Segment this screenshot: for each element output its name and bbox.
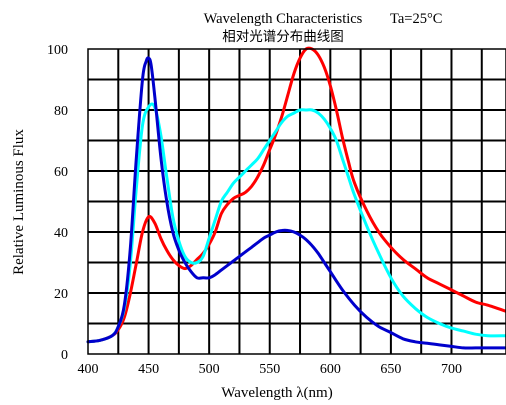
x-tick-label: 500 [199, 362, 220, 377]
x-tick-labels: 400 450 500 550 600 650 700 [78, 362, 462, 377]
x-tick-label: 450 [138, 362, 159, 377]
grid [88, 49, 506, 354]
x-tick-label: 600 [320, 362, 341, 377]
chart-annotation: Ta=25°C [390, 11, 442, 27]
series-layer [86, 46, 506, 350]
y-tick-label: 80 [54, 104, 68, 119]
x-axis-label: Wavelength λ(nm) [221, 385, 332, 401]
x-tick-label: 400 [78, 362, 99, 377]
x-tick-label: 650 [380, 362, 401, 377]
y-tick-labels: 0 20 40 60 80 100 [47, 43, 68, 363]
y-tick-label: 0 [61, 348, 68, 363]
chart-subtitle: 相对光谱分布曲线图 [222, 29, 344, 44]
y-tick-label: 100 [47, 43, 68, 58]
x-tick-label: 700 [441, 362, 462, 377]
y-axis-label: Relative Luminous Flux [11, 129, 27, 275]
chart-title: Wavelength Characteristics [204, 11, 363, 27]
series-line-blue [86, 56, 506, 350]
y-tick-label: 20 [54, 287, 68, 302]
y-tick-label: 60 [54, 165, 68, 180]
series-line-red [86, 46, 506, 344]
plot-frame [87, 48, 506, 355]
x-tick-label: 550 [259, 362, 280, 377]
y-tick-label: 40 [54, 226, 68, 241]
